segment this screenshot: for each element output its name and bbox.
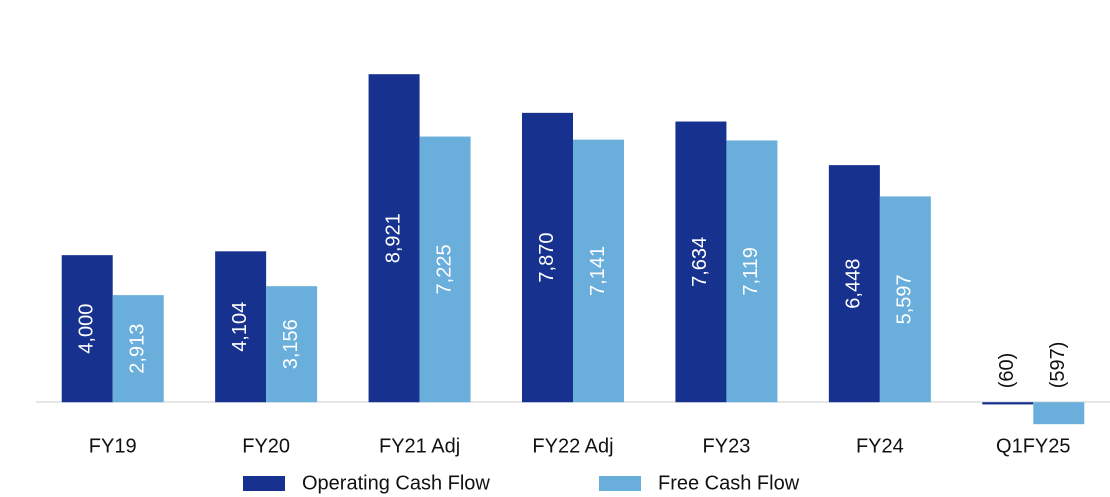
bar — [112, 295, 164, 403]
value-label: 8,921 — [382, 213, 404, 263]
value-label: (60) — [996, 353, 1018, 389]
bar — [675, 121, 727, 403]
legend-label: Free Cash Flow — [658, 472, 800, 494]
x-tick-label: FY21 Adj — [379, 435, 460, 457]
bar — [368, 74, 420, 403]
bar — [419, 136, 471, 403]
value-label: 2,913 — [126, 324, 148, 374]
bar — [215, 251, 267, 403]
x-tick-label: FY24 — [856, 435, 904, 457]
x-tick-label: FY22 Adj — [532, 435, 613, 457]
bar — [982, 402, 1034, 405]
value-label: 7,634 — [689, 237, 711, 287]
value-label: 7,225 — [433, 244, 455, 294]
value-label: 4,104 — [229, 302, 251, 352]
bar — [828, 165, 880, 403]
legend-swatch — [599, 476, 641, 491]
value-label: 6,448 — [843, 259, 865, 309]
x-tick-label: FY20 — [242, 435, 290, 457]
bar — [266, 286, 318, 403]
value-label: (597) — [1047, 342, 1069, 389]
x-tick-label: FY23 — [703, 435, 751, 457]
bar — [879, 196, 931, 403]
x-tick-label: Q1FY25 — [996, 435, 1070, 457]
value-label: 7,119 — [740, 247, 762, 296]
value-label: 7,141 — [587, 246, 609, 296]
legend-swatch — [243, 476, 285, 491]
bar — [573, 139, 624, 403]
value-label: 5,597 — [894, 274, 916, 324]
value-label: 7,870 — [536, 233, 558, 283]
value-label: 4,000 — [75, 304, 97, 354]
x-tick-label: FY19 — [89, 435, 137, 457]
value-label: 3,156 — [280, 319, 302, 369]
bar — [61, 255, 113, 403]
bar — [1033, 402, 1085, 425]
bar — [522, 112, 573, 403]
bar — [726, 140, 778, 403]
legend-label: Operating Cash Flow — [302, 472, 490, 494]
